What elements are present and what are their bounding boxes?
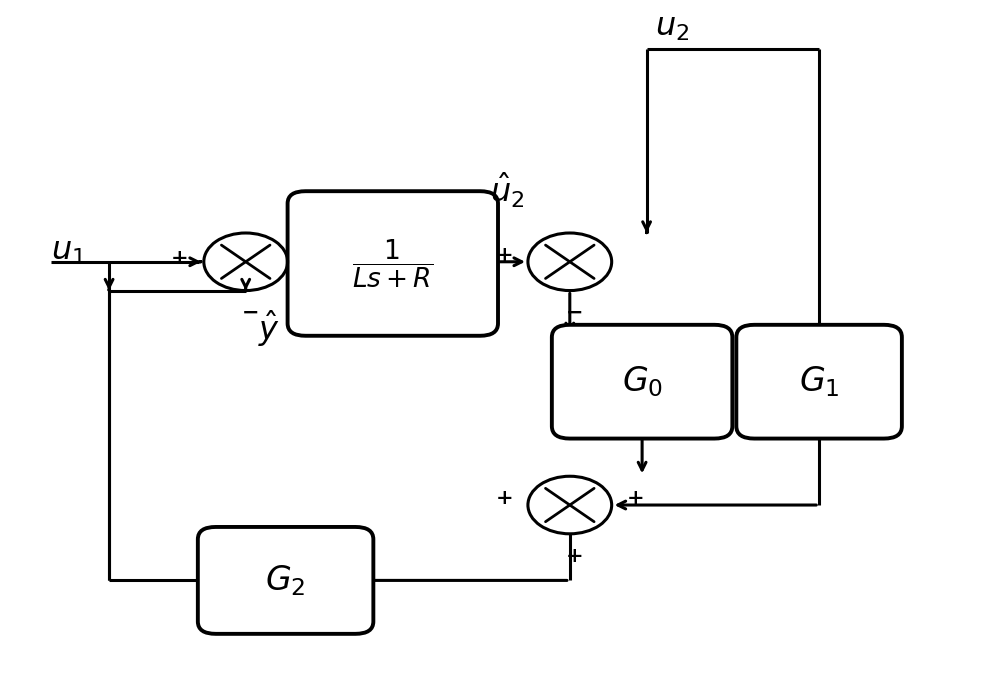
Text: $u_2$: $u_2$ <box>655 12 689 43</box>
Text: +: + <box>495 245 513 265</box>
Text: $G_2$: $G_2$ <box>265 563 306 598</box>
Text: +: + <box>566 546 584 566</box>
Text: $G_1$: $G_1$ <box>799 365 839 399</box>
Text: $\hat{y}$: $\hat{y}$ <box>258 308 280 349</box>
Text: −: − <box>566 303 584 323</box>
Text: $u_1$: $u_1$ <box>51 236 86 267</box>
Text: +: + <box>495 488 513 508</box>
FancyBboxPatch shape <box>198 527 373 634</box>
Text: −: − <box>242 303 259 323</box>
Text: $\dfrac{1}{Ls+R}$: $\dfrac{1}{Ls+R}$ <box>352 237 433 290</box>
FancyBboxPatch shape <box>736 325 902 438</box>
FancyBboxPatch shape <box>552 325 732 438</box>
Text: +: + <box>627 488 644 508</box>
Text: $\hat{u}_2$: $\hat{u}_2$ <box>490 171 525 211</box>
Text: +: + <box>171 248 189 268</box>
FancyBboxPatch shape <box>288 191 498 336</box>
Text: $G_0$: $G_0$ <box>622 365 663 399</box>
